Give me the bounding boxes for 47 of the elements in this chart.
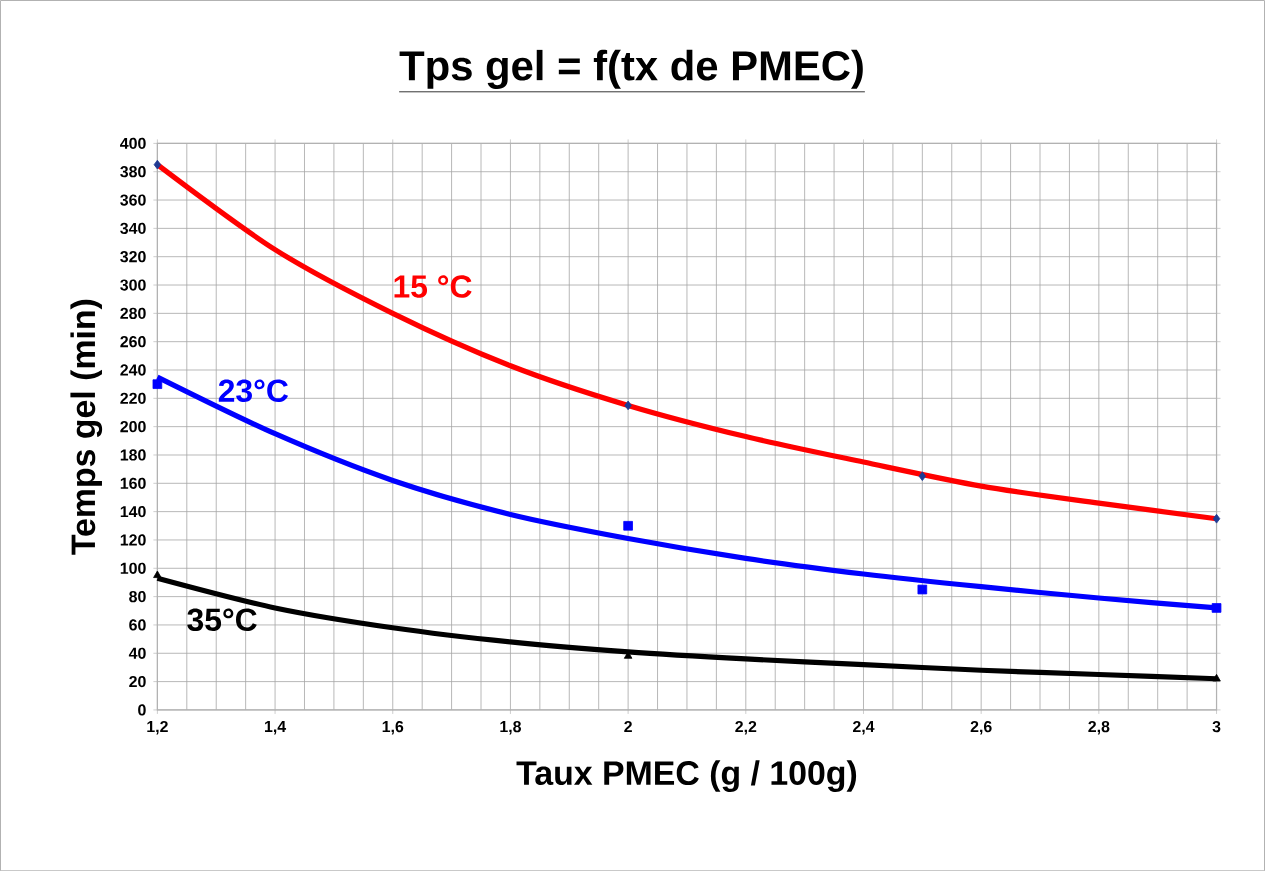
- y-axis-title: Temps gel (min): [70, 299, 103, 555]
- y-tick-label: 100: [120, 562, 146, 574]
- point: [623, 520, 633, 531]
- y-tick-label: 40: [128, 647, 146, 659]
- x-tick-label: 2,8: [1088, 720, 1110, 735]
- x-tick-label: 2: [624, 720, 632, 732]
- y-tick-label: 260: [120, 335, 146, 348]
- y-tick-label: 120: [120, 534, 146, 546]
- x-axis-title: Taux PMEC (g / 100g): [516, 760, 857, 792]
- point: [152, 379, 163, 389]
- y-tick-label: 380: [120, 165, 146, 178]
- point: [153, 159, 162, 170]
- y-tick-label: 280: [120, 307, 146, 319]
- y-tick-label: 240: [120, 364, 146, 376]
- point: [1211, 603, 1222, 613]
- x-tick-label: 2,4: [852, 720, 875, 735]
- y-tick-label: 400: [120, 137, 146, 149]
- y-tick-label: 80: [129, 590, 146, 603]
- point: [918, 471, 927, 481]
- point: [1212, 673, 1221, 682]
- y-tick-label: 320: [120, 250, 146, 263]
- point: [153, 570, 162, 578]
- y-tick-label: 300: [120, 279, 146, 291]
- y-tick-label: 20: [129, 675, 146, 688]
- y-tick-label: 60: [129, 619, 146, 631]
- y-tick-label: 160: [120, 477, 146, 489]
- y-tick-label: 200: [120, 420, 146, 433]
- x-tick-label: 1,8: [500, 720, 522, 735]
- series-label: 35°C: [187, 608, 257, 631]
- x-tick-label: 1,2: [147, 720, 168, 735]
- point: [624, 400, 632, 411]
- y-tick-label: 360: [120, 194, 146, 206]
- x-tick-label: 2,2: [735, 720, 757, 735]
- y-tick-label: 140: [120, 505, 146, 518]
- point: [917, 584, 928, 595]
- series-label: 23°C: [218, 379, 289, 402]
- x-tick-label: 3: [1212, 720, 1221, 733]
- point: [1212, 513, 1221, 524]
- chart-title: Tps gel = f(tx de PMEC): [399, 49, 863, 89]
- x-tick-label: 2,6: [970, 720, 992, 735]
- x-tick-label: 1,6: [382, 720, 404, 735]
- y-tick-label: 340: [120, 222, 146, 234]
- y-tick-label: 180: [120, 449, 146, 461]
- y-tick-label: 0: [138, 704, 146, 716]
- x-tick-label: 1,4: [265, 720, 287, 735]
- y-tick-label: 220: [120, 392, 146, 404]
- series-label: 15 °C: [394, 275, 472, 298]
